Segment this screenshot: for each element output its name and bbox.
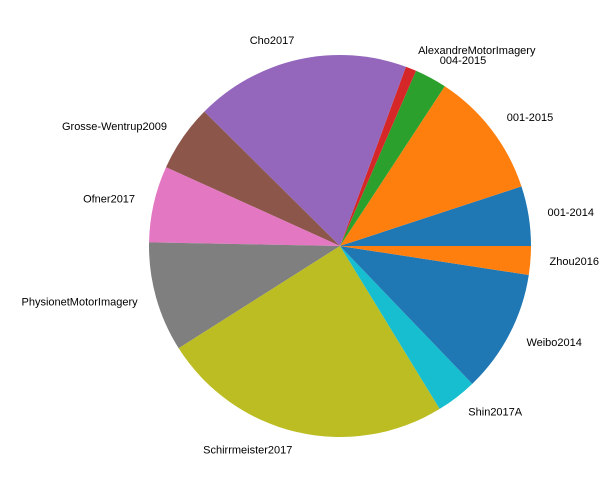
pie-label-9: Shin2017A: [468, 406, 522, 418]
pie-slice-10: [340, 246, 529, 384]
pie-label-5: Grosse-Wentrup2009: [62, 121, 167, 133]
pie-label-0: 001-2014: [547, 207, 594, 219]
pie-label-4: Cho2017: [250, 35, 295, 47]
pie-slice-0: [340, 186, 531, 246]
pie-labels: 001-2014 001-2015 004-2015AlexandreMotorIm…: [22, 35, 600, 457]
pie-slice-2: [340, 70, 445, 246]
pie-label-10: Weibo2014: [526, 337, 581, 349]
pie-slice-6: [149, 167, 340, 246]
pie-label-3: AlexandreMotorImagery: [418, 45, 536, 57]
pie-slice-5: [166, 111, 340, 246]
pie-slice-3: [340, 66, 417, 246]
pie-label-6: Ofner2017: [83, 194, 135, 206]
pie-slice-1: [340, 86, 522, 246]
pie-slice-9: [340, 246, 473, 409]
pie-slice-11: [340, 246, 531, 275]
pie-slice-8: [178, 246, 440, 437]
pie-label-1: 001-2015: [507, 112, 553, 124]
pie-label-8: Schirrmeister2017: [203, 445, 292, 457]
pie-slice-7: [149, 242, 340, 349]
pie-label-7: PhysionetMotorImagery: [22, 297, 139, 309]
pie-slices: [149, 55, 531, 437]
pie-label-11: Zhou2016: [549, 256, 599, 268]
pie-slice-4: [204, 55, 406, 247]
pie-label-2: 004-2015: [440, 55, 487, 67]
